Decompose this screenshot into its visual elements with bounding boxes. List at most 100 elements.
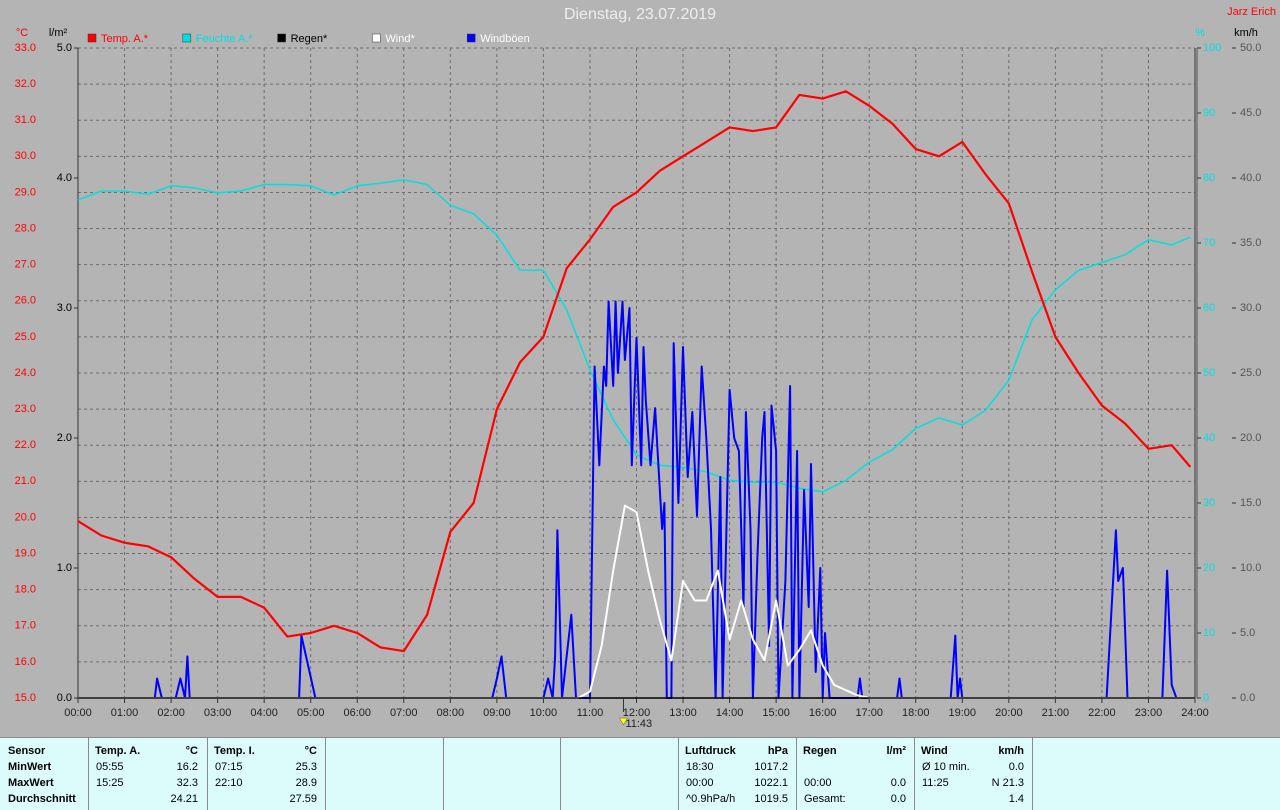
y-tick-label: 28.0 — [15, 222, 36, 234]
y-tick-label: 33.0 — [15, 42, 36, 54]
cell-left: 07:15 — [215, 761, 243, 773]
y-tick-label: 19.0 — [15, 547, 36, 559]
legend-label: Regen* — [291, 33, 328, 45]
cell-right: 1019.5 — [754, 793, 788, 805]
y2-tick-label: 10 — [1203, 627, 1215, 639]
cell-right: 32.3 — [177, 777, 198, 789]
cell-right: 25.3 — [296, 761, 317, 773]
cell-right: 1.4 — [1009, 793, 1024, 805]
y2-unit: % — [1195, 27, 1205, 39]
cell-left: 18:30 — [686, 761, 714, 773]
column-unit: hPa — [768, 745, 789, 757]
y3-tick-label: 0.0 — [1240, 692, 1255, 704]
legend-swatch — [87, 33, 97, 43]
cell-left: 00:00 — [804, 777, 832, 789]
cell-right: 16.2 — [177, 761, 198, 773]
y-tick-label: 25.0 — [15, 331, 36, 343]
cell-right: N 21.3 — [992, 777, 1024, 789]
column-unit: °C — [305, 745, 317, 757]
legend-label: Feuchte A.* — [196, 33, 254, 45]
marker-triangle — [619, 717, 628, 726]
y3-tick-label: 35.0 — [1240, 237, 1261, 249]
column-unit: l/m² — [886, 745, 906, 757]
x-tick-label: 20:00 — [995, 707, 1023, 719]
cell-left: Gesamt: — [804, 793, 846, 805]
y3-unit: km/h — [1234, 27, 1258, 39]
row-label: Sensor — [8, 745, 46, 757]
column-unit: km/h — [998, 745, 1024, 757]
y3-tick-label: 25.0 — [1240, 367, 1261, 379]
y3-tick-label: 15.0 — [1240, 497, 1261, 509]
y4-tick-label: 0.0 — [57, 692, 72, 704]
legend-swatch — [372, 33, 381, 43]
column-unit: °C — [186, 745, 198, 757]
x-tick-label: 22:00 — [1088, 707, 1116, 719]
cell-right: 0.0 — [1009, 761, 1024, 773]
legend-label: Windböen — [480, 33, 530, 45]
y-tick-label: 20.0 — [15, 511, 36, 523]
column-header: Temp. A. — [95, 745, 140, 757]
cell-right: 28.9 — [296, 777, 317, 789]
y2-tick-label: 50 — [1203, 367, 1215, 379]
series-line — [77, 90, 1192, 653]
column-header: Wind — [921, 745, 948, 757]
column-header: Regen — [803, 745, 837, 757]
legend-swatch — [466, 33, 476, 43]
author: Jarz Erich — [1227, 6, 1276, 18]
cell-right: 0.0 — [891, 777, 906, 789]
y3-tick-label: 20.0 — [1240, 432, 1261, 444]
legend-label: Wind* — [385, 33, 415, 45]
x-tick-label: 01:00 — [111, 707, 139, 719]
x-tick-label: 02:00 — [157, 707, 185, 719]
y3-tick-label: 30.0 — [1240, 302, 1261, 314]
column-header: Luftdruck — [685, 745, 737, 757]
column-header: Temp. I. — [214, 745, 255, 757]
cell-left: 15:25 — [96, 777, 124, 789]
marker-label: 11:43 — [625, 718, 652, 730]
x-tick-label: 10:00 — [530, 707, 558, 719]
legend-label: Temp. A.* — [101, 33, 149, 45]
x-tick-label: 00:00 — [64, 707, 92, 719]
legend-swatch — [182, 33, 192, 43]
cell-left: 11:25 — [922, 777, 949, 789]
y2-tick-label: 90 — [1203, 107, 1215, 119]
y-unit: °C — [16, 27, 28, 39]
y2-tick-label: 20 — [1203, 562, 1215, 574]
y-tick-label: 26.0 — [15, 295, 36, 307]
y2-tick-label: 60 — [1203, 302, 1215, 314]
y-tick-label: 30.0 — [15, 150, 36, 162]
stats-table — [0, 737, 1280, 810]
y-tick-label: 21.0 — [15, 475, 36, 487]
x-tick-label: 24:00 — [1181, 707, 1209, 719]
y-tick-label: 17.0 — [15, 620, 36, 632]
y-tick-label: 18.0 — [15, 584, 36, 596]
x-tick-label: 04:00 — [250, 707, 278, 719]
x-tick-label: 08:00 — [437, 707, 465, 719]
y4-tick-label: 3.0 — [57, 302, 72, 314]
y2-tick-label: 100 — [1203, 42, 1221, 54]
y4-unit: l/m² — [49, 27, 68, 39]
y3-tick-label: 45.0 — [1240, 107, 1261, 119]
x-tick-label: 16:00 — [809, 707, 837, 719]
series-line — [78, 504, 1195, 699]
table-borders — [0, 737, 1280, 810]
x-tick-label: 18:00 — [902, 707, 930, 719]
y3-tick-label: 50.0 — [1240, 42, 1261, 54]
cell-right: 1017.2 — [754, 761, 788, 773]
x-tick-label: 12:00 — [623, 707, 651, 719]
y-tick-label: 29.0 — [15, 186, 36, 198]
series-line — [77, 179, 1191, 493]
x-tick-label: 13:00 — [669, 707, 697, 719]
chart-title: Dienstag, 23.07.2019 — [564, 6, 716, 23]
cell-left: Ø 10 min. — [922, 761, 970, 773]
cell-right: 1022.1 — [754, 777, 788, 789]
x-tick-label: 06:00 — [343, 707, 371, 719]
cell-right: 24.21 — [170, 793, 198, 805]
y4-tick-label: 5.0 — [57, 42, 72, 54]
y4-tick-label: 1.0 — [57, 562, 72, 574]
y2-tick-label: 0 — [1203, 692, 1209, 704]
x-tick-label: 03:00 — [204, 707, 232, 719]
y2-tick-label: 70 — [1203, 237, 1215, 249]
y-tick-label: 32.0 — [15, 78, 36, 90]
x-tick-label: 05:00 — [297, 707, 325, 719]
